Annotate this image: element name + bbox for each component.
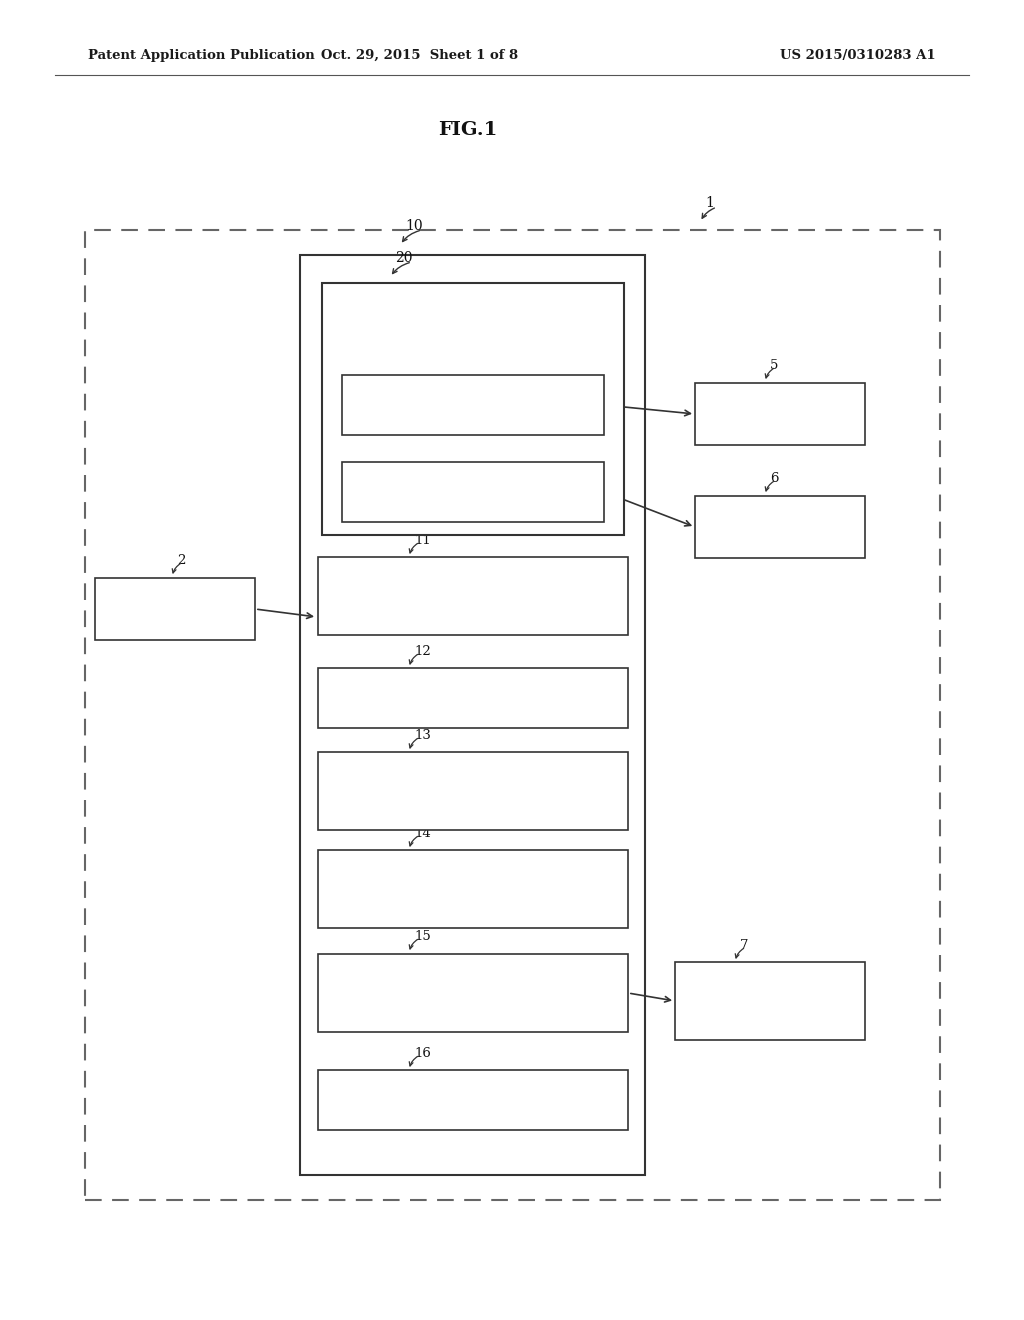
Text: DEMARCATION LINE CANDIDATE
MODIFYING UNIT: DEMARCATION LINE CANDIDATE MODIFYING UNI… xyxy=(368,875,579,903)
Text: 21: 21 xyxy=(450,352,467,366)
Text: 22: 22 xyxy=(450,440,467,451)
Bar xyxy=(322,282,624,535)
Text: DISPLAY UNIT: DISPLAY UNIT xyxy=(734,520,825,533)
Text: 13: 13 xyxy=(414,729,431,742)
Text: FIG.1: FIG.1 xyxy=(438,121,498,139)
Bar xyxy=(300,255,645,1175)
Text: STEERING MECHANISM: STEERING MECHANISM xyxy=(694,994,846,1007)
Text: 7: 7 xyxy=(740,939,749,952)
Text: 5: 5 xyxy=(770,359,778,372)
Text: 6: 6 xyxy=(770,473,778,484)
Bar xyxy=(318,557,628,635)
Bar xyxy=(342,462,604,521)
Text: CAMERA: CAMERA xyxy=(147,602,203,615)
Bar xyxy=(695,496,865,558)
Text: Oct. 29, 2015  Sheet 1 of 8: Oct. 29, 2015 Sheet 1 of 8 xyxy=(322,49,518,62)
Text: DEMARCATION LINE CANDIDATE
RECOGNIZING UNIT: DEMARCATION LINE CANDIDATE RECOGNIZING U… xyxy=(368,776,579,805)
Text: 20: 20 xyxy=(395,251,413,265)
Text: 11: 11 xyxy=(414,535,431,546)
Bar xyxy=(95,578,255,640)
Text: EDGE IMAGE: EDGE IMAGE xyxy=(432,486,514,499)
Text: 14: 14 xyxy=(414,828,431,840)
Text: 1: 1 xyxy=(705,195,714,210)
Text: 16: 16 xyxy=(414,1047,431,1060)
Bar xyxy=(342,375,604,436)
Bar xyxy=(318,752,628,830)
Bar xyxy=(85,230,940,1200)
Text: US 2015/0310283 A1: US 2015/0310283 A1 xyxy=(780,49,936,62)
Text: SPEAKER: SPEAKER xyxy=(750,408,810,421)
Text: EDGE IMAGE GENERATING UNIT: EDGE IMAGE GENERATING UNIT xyxy=(369,692,578,705)
Text: 15: 15 xyxy=(414,931,431,942)
Bar xyxy=(318,668,628,729)
Text: Patent Application Publication: Patent Application Publication xyxy=(88,49,314,62)
Text: 2: 2 xyxy=(177,554,185,568)
Bar xyxy=(318,1071,628,1130)
Text: STEERING CONTROL UNIT: STEERING CONTROL UNIT xyxy=(388,1093,558,1106)
Bar xyxy=(675,962,865,1040)
Text: 12: 12 xyxy=(414,645,431,657)
Text: EXCLUDED EDGE POINT
INFORMATION HOLDING UNIT: EXCLUDED EDGE POINT INFORMATION HOLDING … xyxy=(375,978,570,1007)
Bar xyxy=(318,850,628,928)
Text: 10: 10 xyxy=(406,219,423,234)
Text: CAPTURED IMAGE: CAPTURED IMAGE xyxy=(414,399,532,412)
Bar xyxy=(318,954,628,1032)
Text: CAPTURED IMAGE
ACQUIRING UNIT: CAPTURED IMAGE ACQUIRING UNIT xyxy=(414,582,532,611)
Bar xyxy=(695,383,865,445)
